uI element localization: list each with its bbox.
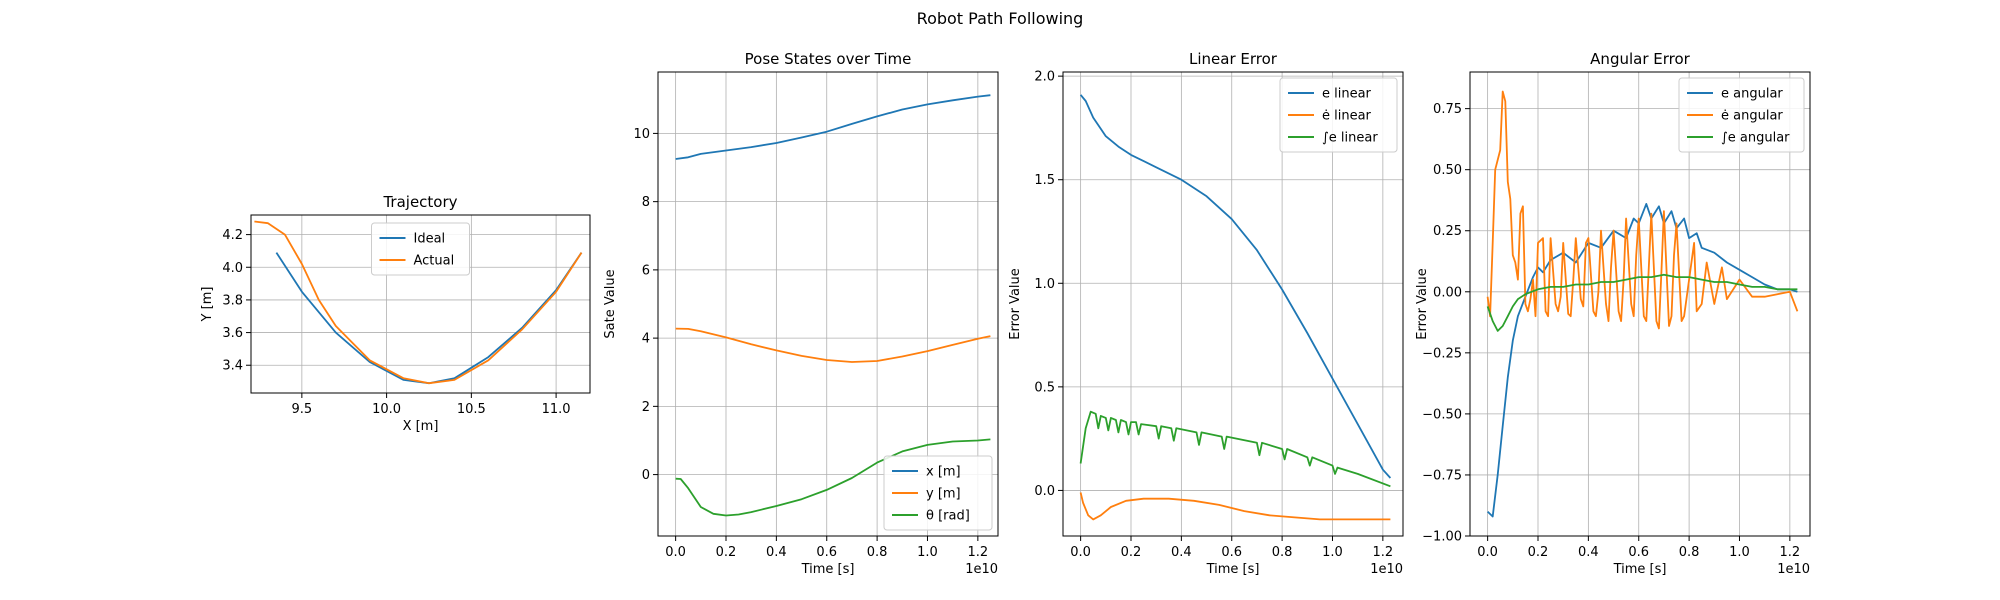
y-tick-label-5: 10 xyxy=(633,127,650,142)
x-tick-label-2: 0.4 xyxy=(1171,545,1192,560)
legend-label-2: ė angular xyxy=(1721,109,1783,124)
x-tick-label-0: 0.0 xyxy=(665,545,686,560)
x-tick-label-6: 1.2 xyxy=(1373,545,1394,560)
legend-label-2: ė linear xyxy=(1322,109,1372,124)
y-axis-label: Error Value xyxy=(1008,268,1023,340)
y-tick-label-3: 4.0 xyxy=(222,261,243,276)
x-tick-label-1: 0.2 xyxy=(1528,545,1549,560)
x-tick-label-2: 0.4 xyxy=(766,545,787,560)
x-tick-label-3: 0.6 xyxy=(1628,545,1649,560)
legend-label-3: ∫e angular xyxy=(1721,131,1790,146)
x-tick-label-1: 10.0 xyxy=(372,402,401,417)
y-tick-label-5: 0.25 xyxy=(1433,224,1462,239)
y-tick-label-3: −0.25 xyxy=(1422,346,1462,361)
legend-label-1: Ideal xyxy=(414,232,446,247)
x-tick-label-4: 0.8 xyxy=(1679,545,1700,560)
x-offset-label: 1e10 xyxy=(1777,562,1810,577)
y-tick-label-1: 3.6 xyxy=(222,326,243,341)
y-axis-label: Sate Value xyxy=(603,269,618,338)
y-tick-label-2: 4 xyxy=(642,332,650,347)
legend-label-3: θ [rad] xyxy=(926,509,970,524)
legend-label-2: Actual xyxy=(414,254,455,269)
x-tick-label-2: 10.5 xyxy=(457,402,486,417)
legend-label-3: ∫e linear xyxy=(1322,131,1378,146)
x-tick-label-4: 0.8 xyxy=(867,545,888,560)
x-offset-label: 1e10 xyxy=(965,562,998,577)
subplot-title: Pose States over Time xyxy=(745,50,912,68)
legend-label-2: y [m] xyxy=(926,487,961,502)
legend: e linear ė linear ∫e linear xyxy=(1280,78,1397,152)
x-tick-label-3: 0.6 xyxy=(816,545,837,560)
y-tick-label-3: 6 xyxy=(642,263,650,278)
x-tick-label-5: 1.0 xyxy=(917,545,938,560)
subplot-title: Angular Error xyxy=(1590,50,1690,68)
x-tick-label-6: 1.2 xyxy=(1780,545,1801,560)
x-tick-label-2: 0.4 xyxy=(1578,545,1599,560)
x-tick-label-1: 0.2 xyxy=(716,545,737,560)
legend-label-1: e angular xyxy=(1721,87,1783,102)
x-tick-label-4: 0.8 xyxy=(1272,545,1293,560)
x-axis-label: X [m] xyxy=(403,419,439,434)
y-tick-label-3: 1.5 xyxy=(1034,173,1055,188)
x-axis-label: Time [s] xyxy=(801,562,855,577)
y-tick-label-2: 1.0 xyxy=(1034,277,1055,292)
y-tick-label-0: 0.0 xyxy=(1034,484,1055,499)
y-tick-label-0: 3.4 xyxy=(222,359,243,374)
y-tick-label-1: 0.5 xyxy=(1034,380,1055,395)
subplot-title: Trajectory xyxy=(382,193,457,211)
y-axis-label: Error Value xyxy=(1415,268,1430,340)
x-axis-label: Time [s] xyxy=(1206,562,1260,577)
y-tick-label-4: 4.2 xyxy=(222,228,243,243)
legend-label-1: x [m] xyxy=(926,465,961,480)
legend: Ideal Actual xyxy=(372,223,470,275)
x-tick-label-5: 1.0 xyxy=(1322,545,1343,560)
y-tick-label-2: −0.50 xyxy=(1422,407,1462,422)
y-tick-label-4: 2.0 xyxy=(1034,70,1055,85)
y-tick-label-4: 8 xyxy=(642,195,650,210)
y-tick-label-0: −1.00 xyxy=(1422,530,1462,545)
y-tick-label-6: 0.50 xyxy=(1433,163,1462,178)
x-tick-label-3: 0.6 xyxy=(1221,545,1242,560)
y-tick-label-7: 0.75 xyxy=(1433,102,1462,117)
legend-label-1: e linear xyxy=(1322,87,1372,102)
y-tick-label-1: −0.75 xyxy=(1422,468,1462,483)
y-axis-label: Y [m] xyxy=(200,287,215,323)
figure-title: Robot Path Following xyxy=(917,9,1084,28)
y-tick-label-2: 3.8 xyxy=(222,293,243,308)
legend: x [m] y [m] θ [rad] xyxy=(884,456,992,530)
x-tick-label-3: 11.0 xyxy=(542,402,571,417)
y-tick-label-1: 2 xyxy=(642,400,650,415)
x-tick-label-0: 0.0 xyxy=(1070,545,1091,560)
y-tick-label-4: 0.00 xyxy=(1433,285,1462,300)
x-tick-label-1: 0.2 xyxy=(1121,545,1142,560)
legend: e angular ė angular ∫e angular xyxy=(1679,78,1804,152)
x-tick-label-6: 1.2 xyxy=(968,545,989,560)
x-axis-label: Time [s] xyxy=(1613,562,1667,577)
x-offset-label: 1e10 xyxy=(1370,562,1403,577)
x-tick-label-0: 9.5 xyxy=(292,402,313,417)
x-tick-label-5: 1.0 xyxy=(1729,545,1750,560)
x-tick-label-0: 0.0 xyxy=(1477,545,1498,560)
y-tick-label-0: 0 xyxy=(642,468,650,483)
subplot-title: Linear Error xyxy=(1189,50,1278,68)
